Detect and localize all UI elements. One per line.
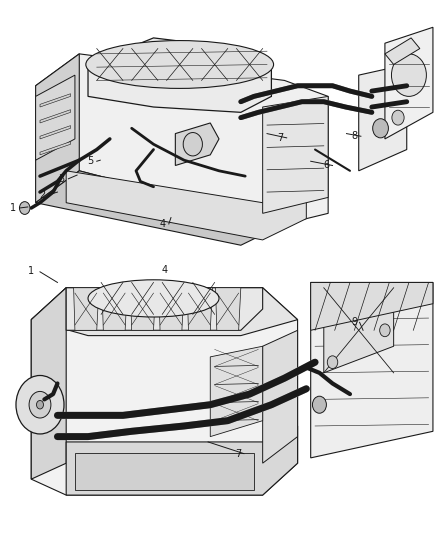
Text: 9: 9 (351, 317, 357, 327)
Circle shape (327, 356, 338, 368)
Polygon shape (263, 96, 328, 213)
Polygon shape (263, 330, 297, 463)
Circle shape (29, 391, 51, 418)
Polygon shape (35, 75, 75, 160)
Polygon shape (31, 288, 66, 479)
Polygon shape (311, 282, 433, 458)
Polygon shape (215, 288, 241, 330)
Polygon shape (66, 426, 297, 495)
Polygon shape (66, 288, 263, 330)
Circle shape (36, 400, 43, 409)
Polygon shape (159, 288, 184, 330)
Circle shape (19, 201, 30, 214)
Circle shape (392, 54, 426, 96)
Polygon shape (88, 38, 272, 112)
Polygon shape (359, 64, 407, 171)
Polygon shape (31, 288, 297, 495)
Polygon shape (187, 288, 212, 330)
Polygon shape (74, 288, 99, 330)
Text: 6: 6 (323, 160, 329, 171)
Polygon shape (40, 142, 71, 155)
Polygon shape (31, 288, 297, 336)
Polygon shape (35, 54, 79, 203)
Text: 5: 5 (87, 156, 93, 166)
Polygon shape (40, 110, 71, 123)
Polygon shape (35, 171, 285, 245)
Circle shape (312, 396, 326, 413)
Polygon shape (66, 171, 306, 240)
Polygon shape (35, 54, 328, 224)
Circle shape (392, 110, 404, 125)
Text: 2: 2 (39, 190, 45, 200)
Polygon shape (210, 346, 263, 437)
Text: 1: 1 (28, 266, 34, 276)
Circle shape (373, 119, 389, 138)
Polygon shape (131, 288, 155, 330)
Ellipse shape (88, 280, 219, 317)
Polygon shape (40, 94, 71, 107)
Text: 7: 7 (236, 449, 242, 458)
Polygon shape (102, 288, 127, 330)
Text: 1: 1 (10, 203, 16, 213)
Polygon shape (311, 282, 433, 330)
Ellipse shape (86, 41, 274, 88)
Polygon shape (75, 453, 254, 490)
Circle shape (380, 324, 390, 337)
Polygon shape (175, 123, 219, 165)
Polygon shape (324, 288, 394, 373)
Text: 8: 8 (351, 131, 357, 141)
Circle shape (183, 133, 202, 156)
Circle shape (16, 375, 64, 434)
Text: 3: 3 (59, 174, 65, 184)
Polygon shape (385, 27, 433, 139)
Polygon shape (40, 126, 71, 139)
Polygon shape (385, 38, 420, 64)
Text: 4: 4 (161, 265, 167, 275)
Text: 7: 7 (277, 133, 283, 143)
Text: 4: 4 (159, 219, 165, 229)
